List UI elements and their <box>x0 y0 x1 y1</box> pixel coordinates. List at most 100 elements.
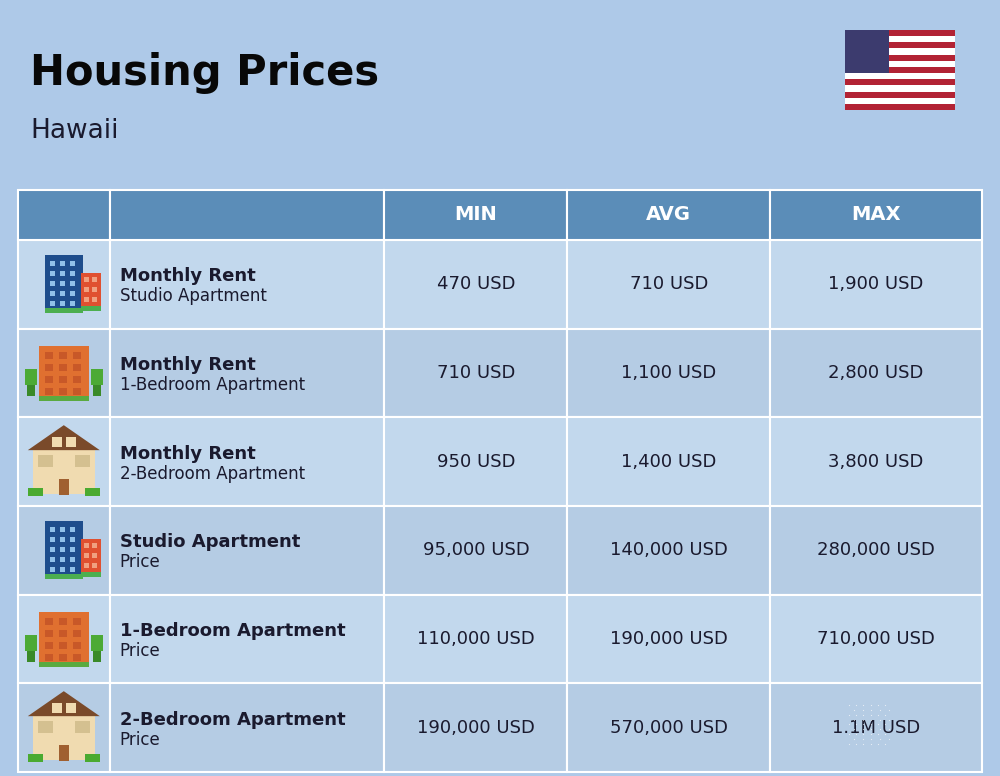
Text: 190,000 USD: 190,000 USD <box>417 719 535 736</box>
Bar <box>45 387 53 394</box>
Bar <box>91 635 103 650</box>
Text: Studio Apartment: Studio Apartment <box>120 287 266 305</box>
Bar <box>845 30 889 73</box>
Bar <box>60 537 65 542</box>
Bar <box>60 528 65 532</box>
Bar <box>45 308 83 314</box>
Bar <box>92 297 97 303</box>
Bar <box>92 543 97 549</box>
Bar <box>384 684 567 772</box>
Text: 710 USD: 710 USD <box>437 364 515 382</box>
Bar <box>50 272 55 276</box>
Bar <box>567 240 770 329</box>
Bar <box>73 629 81 636</box>
Text: 470 USD: 470 USD <box>437 275 515 293</box>
Bar <box>60 567 65 573</box>
Bar <box>567 329 770 417</box>
Text: 110,000 USD: 110,000 USD <box>417 630 535 648</box>
Text: 710 USD: 710 USD <box>630 275 708 293</box>
Text: 2-Bedroom Apartment: 2-Bedroom Apartment <box>120 465 305 483</box>
Bar <box>60 262 65 266</box>
Bar <box>66 703 76 713</box>
Bar <box>770 506 982 594</box>
Text: 1,400 USD: 1,400 USD <box>621 452 716 471</box>
Bar <box>45 574 83 580</box>
Bar <box>85 754 100 762</box>
Bar <box>18 417 110 506</box>
Bar <box>770 684 982 772</box>
Bar <box>59 653 67 660</box>
Bar <box>567 684 770 772</box>
Bar <box>70 282 75 286</box>
Bar <box>110 190 384 240</box>
Bar <box>81 273 101 311</box>
Bar <box>45 629 53 636</box>
Text: 140,000 USD: 140,000 USD <box>610 542 728 559</box>
Bar <box>39 345 89 400</box>
Bar <box>770 329 982 417</box>
Bar <box>81 307 101 311</box>
Bar <box>18 506 110 594</box>
Bar <box>70 301 75 307</box>
Bar <box>50 291 55 296</box>
Bar <box>45 642 53 649</box>
Bar <box>845 98 955 104</box>
Bar <box>70 262 75 266</box>
Bar <box>845 30 955 36</box>
Text: Price: Price <box>120 553 160 571</box>
Text: MIN: MIN <box>455 206 497 224</box>
Bar <box>91 369 103 384</box>
Bar <box>60 557 65 563</box>
Bar <box>60 291 65 296</box>
Bar <box>84 543 89 549</box>
Bar <box>59 387 67 394</box>
Bar <box>50 557 55 563</box>
Bar <box>70 272 75 276</box>
Bar <box>25 635 37 650</box>
Bar <box>59 352 67 359</box>
Text: Monthly Rent: Monthly Rent <box>120 445 255 462</box>
Text: 190,000 USD: 190,000 USD <box>610 630 728 648</box>
Bar <box>73 653 81 660</box>
Bar <box>93 380 101 396</box>
Bar <box>770 190 982 240</box>
Bar <box>45 653 53 660</box>
Bar <box>39 661 89 667</box>
Bar <box>110 329 384 417</box>
Bar <box>59 745 69 761</box>
Bar <box>92 287 97 293</box>
Text: 280,000 USD: 280,000 USD <box>817 542 935 559</box>
Bar <box>73 642 81 649</box>
Bar <box>110 684 384 772</box>
Text: 1.1M USD: 1.1M USD <box>832 719 920 736</box>
Bar <box>28 754 43 762</box>
Bar <box>70 291 75 296</box>
Bar <box>45 352 53 359</box>
Bar <box>84 277 89 282</box>
Bar <box>845 36 955 43</box>
Bar <box>845 48 955 54</box>
Bar <box>45 376 53 383</box>
Bar <box>84 297 89 303</box>
Text: Monthly Rent: Monthly Rent <box>120 268 255 286</box>
Bar <box>45 363 53 370</box>
Text: 2,800 USD: 2,800 USD <box>828 364 924 382</box>
Bar <box>25 369 37 384</box>
Bar <box>567 506 770 594</box>
Bar <box>384 240 567 329</box>
Bar <box>60 547 65 553</box>
Bar <box>18 684 110 772</box>
Text: 950 USD: 950 USD <box>437 452 515 471</box>
Bar <box>39 611 89 667</box>
Text: Studio Apartment: Studio Apartment <box>120 533 300 551</box>
Bar <box>18 190 110 240</box>
Bar <box>66 437 76 447</box>
Bar <box>50 301 55 307</box>
Bar <box>60 301 65 307</box>
Bar <box>567 594 770 684</box>
Bar <box>110 594 384 684</box>
Bar <box>845 104 955 110</box>
Text: 1,100 USD: 1,100 USD <box>621 364 716 382</box>
Bar <box>384 190 567 240</box>
Bar <box>567 190 770 240</box>
